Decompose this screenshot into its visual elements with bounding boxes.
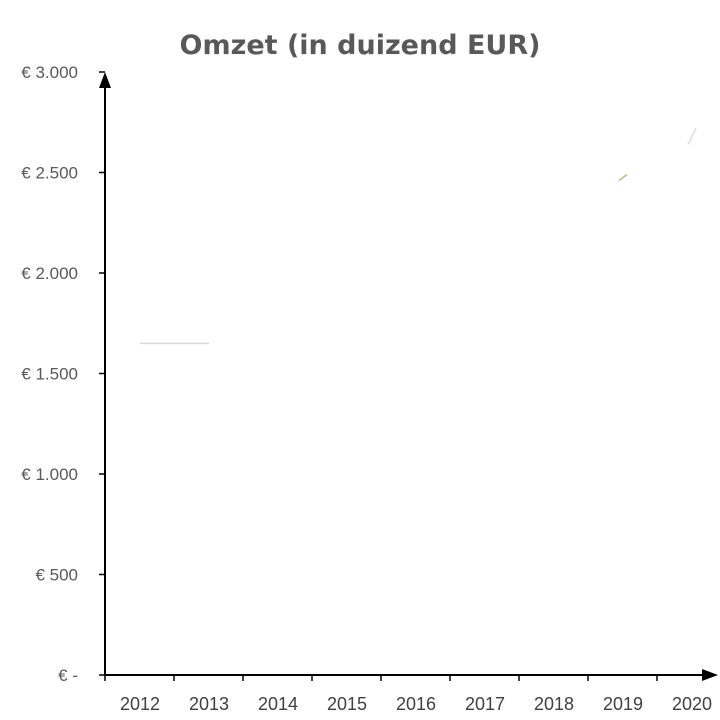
chart-title: Omzet (in duizend EUR) bbox=[180, 30, 541, 61]
x-tick-label: 2015 bbox=[327, 694, 367, 714]
series-trace-1 bbox=[618, 173, 628, 182]
y-axis-ticks: € - € 500 € 1.000 € 1.500 € 2.000 € 2.500 € 3.… bbox=[21, 63, 105, 685]
y-tick-label: € - bbox=[58, 666, 78, 685]
data-traces bbox=[140, 127, 697, 345]
x-tick-label: 2014 bbox=[258, 694, 298, 714]
y-tick-label: € 2.500 bbox=[21, 164, 78, 183]
chart-axes bbox=[99, 72, 718, 681]
y-tick-label: € 500 bbox=[35, 566, 78, 585]
x-tick-label: 2020 bbox=[672, 694, 712, 714]
y-tick-label: € 2.000 bbox=[21, 264, 78, 283]
y-tick-label: € 1.000 bbox=[21, 465, 78, 484]
x-tick-label: 2018 bbox=[534, 694, 574, 714]
x-axis-arrow bbox=[702, 669, 718, 681]
y-axis-arrow bbox=[99, 72, 111, 88]
y-tick-label: € 1.500 bbox=[21, 365, 78, 384]
x-tick-label: 2012 bbox=[120, 694, 160, 714]
series-trace-2 bbox=[687, 127, 697, 145]
y-tick-label: € 3.000 bbox=[21, 63, 78, 82]
x-tick-label: 2013 bbox=[189, 694, 229, 714]
x-tick-label: 2017 bbox=[465, 694, 505, 714]
x-tick-label: 2016 bbox=[396, 694, 436, 714]
x-tick-label: 2019 bbox=[603, 694, 643, 714]
x-axis-ticks: 2012 2013 2014 2015 2016 2017 2018 2019 2020 bbox=[104, 675, 712, 714]
